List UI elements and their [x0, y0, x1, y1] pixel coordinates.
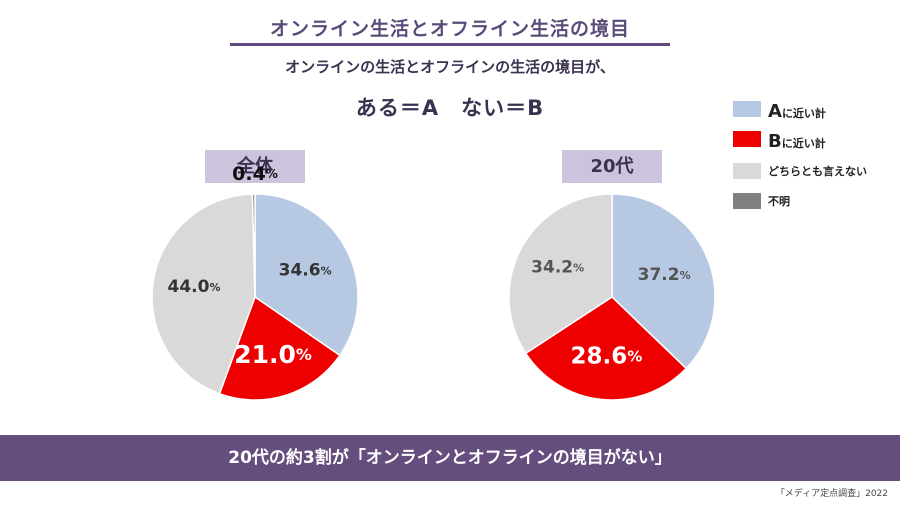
pie-slice-4 [251, 193, 256, 298]
legend-swatch [733, 163, 761, 179]
legend-label: どちらとも言えない [768, 165, 867, 178]
pie-value-label: 37.2% [638, 265, 691, 285]
source-note: 「メディア定点調査」2022 [775, 489, 888, 499]
pie-chart-all: 34.6% 21.0% 44.0% 0.4% [151, 163, 359, 401]
formula-text: ある＝A ない＝B [355, 96, 545, 120]
pie-slice-1 [611, 193, 716, 370]
pie-value-label: 44.0% [168, 277, 221, 297]
panel-label-20s: 20代 [562, 150, 662, 183]
subtitle: オンラインの生活とオフラインの生活の境目が、 [285, 58, 615, 76]
pie-value-label: 0.4% [232, 163, 278, 185]
pie-value-label: 21.0% [234, 339, 312, 368]
panel-label-all: 全体 [205, 150, 305, 183]
pie-slice-2 [218, 295, 341, 401]
pie-slice-3 [151, 193, 256, 395]
legend-label: 不明 [768, 195, 790, 208]
legend-swatch [733, 101, 761, 117]
pie-chart-20s: 37.2% 28.6% 34.2% [508, 193, 716, 401]
summary-banner: 20代の約3割が「オンラインとオフラインの境目がない」 [0, 435, 900, 481]
legend-letter: A [768, 101, 782, 122]
title-underline [230, 43, 670, 46]
legend-swatch [733, 193, 761, 209]
pie-slice-3 [508, 193, 613, 355]
pie-value-label: 34.2% [531, 258, 584, 278]
pie-value-label: 34.6% [279, 261, 332, 281]
pie-slice-1 [254, 193, 359, 357]
legend-label: に近い計 [781, 137, 826, 150]
legend-letter: B [768, 131, 782, 152]
legend-label: に近い計 [781, 107, 826, 120]
page-title: オンライン生活とオフライン生活の境目 [269, 18, 630, 40]
legend-swatch [733, 131, 761, 147]
pie-value-label: 28.6% [570, 343, 642, 369]
pie-slice-2 [524, 296, 688, 401]
